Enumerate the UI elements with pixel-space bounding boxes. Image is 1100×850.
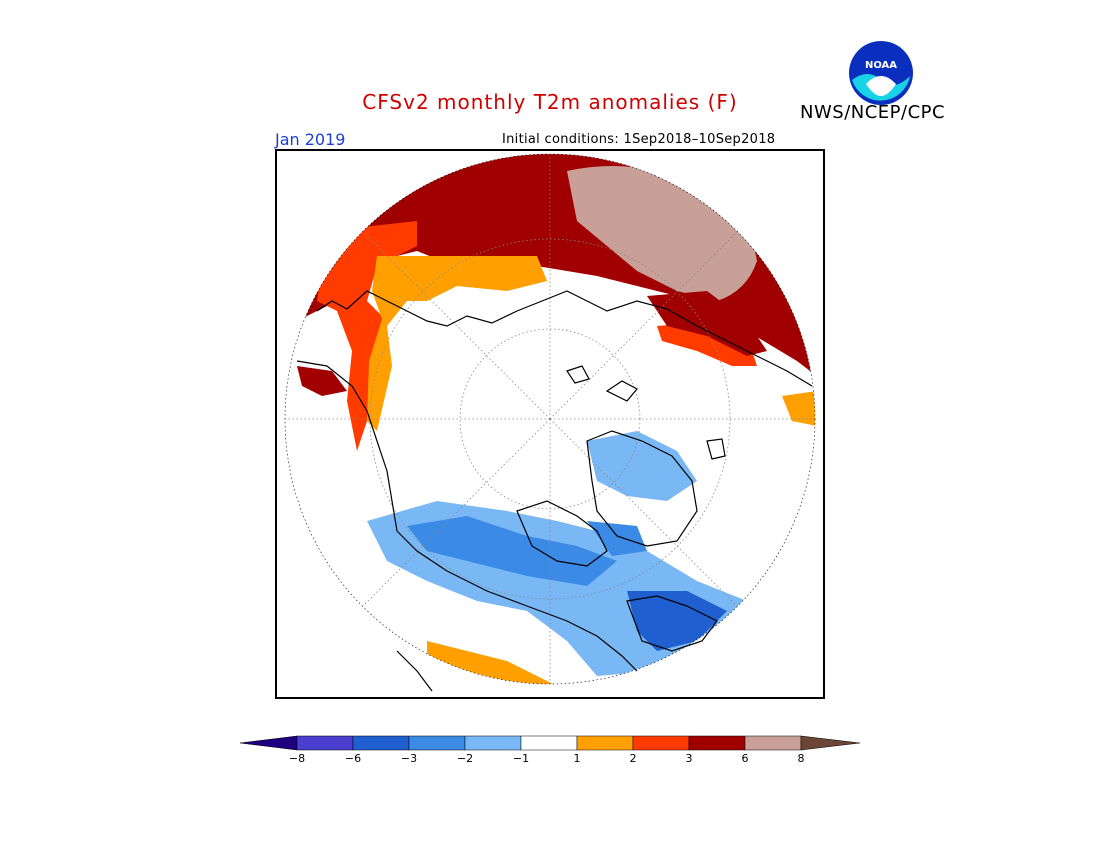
- anomaly-region-1-to-2-se: [782, 391, 815, 426]
- colorbar-tick-label: −2: [456, 752, 474, 765]
- anomaly-region-3-to-6-east: [647, 291, 767, 356]
- anomaly-region-minus2-to-minus3-north: [587, 521, 647, 556]
- anomaly-region-1-to-2: [367, 256, 547, 431]
- anomaly-region-minus2-to-minus3: [407, 516, 617, 586]
- logo-text: NOAA: [865, 60, 897, 71]
- noaa-logo: NOAA: [849, 41, 913, 105]
- graticule: [285, 154, 815, 684]
- colorbar-tick-label: 3: [685, 752, 693, 765]
- map-title: CFSv2 monthly T2m anomalies (F): [362, 90, 738, 114]
- anomaly-region-3-to-6-greenland: [297, 366, 347, 396]
- colorbar-tick-label: 2: [629, 752, 637, 765]
- colorbar-above-8: [800, 735, 860, 751]
- colorbar-tick-label: −1: [512, 752, 530, 765]
- colorbar-3-to-6: [688, 735, 746, 751]
- anomaly-region-minus3-to-minus6: [627, 591, 727, 651]
- colorbar-minus2-to-minus1: [464, 735, 522, 751]
- polar-map: [284, 153, 816, 692]
- colorbar-6-to-8: [744, 735, 802, 751]
- colorbar-minus8-to-minus6: [296, 735, 354, 751]
- agency-label: NWS/NCEP/CPC: [800, 102, 946, 123]
- anomaly-region-minus1-to-minus2-asia: [587, 431, 697, 501]
- anomaly-region-2-to-3-south: [447, 681, 537, 684]
- colorbar-tick-label: −6: [344, 752, 362, 765]
- colorbar-tick-label: −3: [400, 752, 418, 765]
- colorbar: [240, 735, 860, 751]
- colorbar-1-to-2: [576, 735, 634, 751]
- colorbar-tick-label: 6: [741, 752, 749, 765]
- colorbar-tick-label: 8: [797, 752, 805, 765]
- colorbar-2-to-3: [632, 735, 690, 751]
- colorbar-minus1-to-1: [520, 735, 578, 751]
- anomaly-region-2-to-3: [317, 221, 417, 451]
- colorbar-below-minus8: [240, 735, 298, 751]
- colorbar-tick-label: 1: [573, 752, 581, 765]
- colorbar-minus3-to-minus2: [408, 735, 466, 751]
- valid-month-label: Jan 2019: [275, 130, 346, 149]
- colorbar-minus6-to-minus3: [352, 735, 410, 751]
- colorbar-tick-label: −8: [288, 752, 306, 765]
- coastlines: [296, 290, 813, 692]
- map-frame: [275, 149, 825, 699]
- initial-conditions-label: Initial conditions: 1Sep2018–10Sep2018: [502, 132, 776, 147]
